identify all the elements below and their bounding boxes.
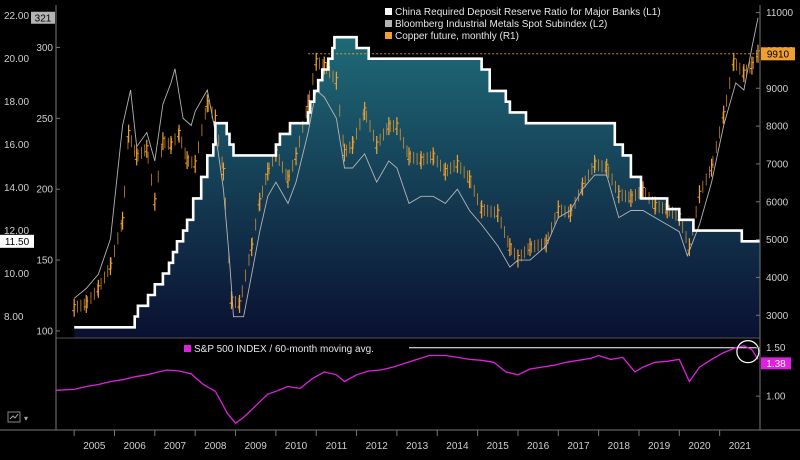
top-legend: China Required Deposit Reserve Ratio for… — [385, 7, 661, 42]
l2-tick-label: 100 — [36, 326, 53, 337]
legend-label-metals: Bloomberg Industrial Metals Spot Subinde… — [395, 19, 607, 30]
x-tick-label: 2013 — [406, 441, 429, 452]
x-tick-label: 2007 — [164, 441, 187, 452]
r1-tick-label: 3000 — [766, 311, 789, 322]
sp500-tick-label: 1.00 — [766, 392, 786, 403]
l1-tick-label: 22.00 — [4, 11, 29, 22]
metals-series-line — [73, 17, 759, 318]
x-tick-label: 2016 — [527, 441, 550, 452]
l1-tick-label: 12.00 — [4, 226, 29, 237]
sp500-tick-label: 1.50 — [766, 343, 786, 354]
x-tick-label: 2008 — [204, 441, 227, 452]
sp500-last-value: 1.38 — [766, 359, 786, 370]
l2-tick-label: 150 — [36, 256, 53, 267]
l1-last-value-tag: 11.50 — [0, 234, 34, 248]
legend-swatch-metals — [385, 20, 392, 27]
x-tick-label: 2015 — [487, 441, 510, 452]
l1-tick-label: 14.00 — [4, 183, 29, 194]
x-tick-label: 2018 — [608, 441, 631, 452]
x-tick-label: 2006 — [124, 441, 147, 452]
legend-label-copper: Copper future, monthly (R1) — [395, 31, 519, 42]
r1-tick-label: 11000 — [766, 8, 794, 19]
l2-axis: 100 150 200 250 300 — [36, 43, 60, 337]
legend-swatch-copper — [385, 32, 392, 39]
l2-last-value-tag: 321 — [31, 11, 55, 24]
l2-tick-label: 250 — [36, 114, 53, 125]
sp500-ratio-line — [55, 345, 759, 425]
reserve-ratio-area — [74, 37, 760, 338]
l2-last-value: 321 — [35, 13, 52, 24]
r1-last-value: 9910 — [767, 49, 790, 60]
l1-tick-label: 10.00 — [4, 269, 29, 280]
x-tick-label: 2020 — [688, 441, 711, 452]
r1-tick-label: 8000 — [766, 122, 789, 133]
svg-text:▾: ▾ — [24, 414, 28, 423]
x-tick-label: 2019 — [648, 441, 671, 452]
legend-label-sp500: S&P 500 INDEX / 60-month moving avg. — [194, 344, 374, 355]
x-axis: 2005 2006 2007 2008 2009 2010 2011 2012 2013 2014… — [73, 430, 752, 452]
top-panel — [56, 17, 760, 339]
x-tick-label: 2021 — [729, 441, 752, 452]
l2-tick-label: 200 — [36, 185, 53, 196]
r1-last-value-tag: 9910 — [761, 47, 795, 61]
reserve-ratio-line — [74, 35, 760, 329]
r1-tick-label: 5000 — [766, 235, 789, 246]
legend-swatch-reserve — [385, 8, 392, 15]
r1-tick-label: 6000 — [766, 197, 789, 208]
r1-tick-label: 4000 — [766, 273, 789, 284]
x-tick-label: 2012 — [366, 441, 389, 452]
x-tick-label: 2017 — [567, 441, 590, 452]
l1-last-value: 11.50 — [5, 237, 30, 248]
l2-tick-label: 300 — [36, 43, 53, 54]
l1-tick-label: 16.00 — [4, 140, 29, 151]
sp500-last-value-tag: 1.38 — [761, 357, 791, 370]
bottom-panel: 1.00 1.50 1.38 S&P 500 INDEX / 60-month m… — [7, 340, 791, 425]
sp500-axis: 1.00 1.50 — [756, 343, 786, 403]
x-tick-label: 2014 — [446, 441, 469, 452]
chart-type-icon[interactable]: ▾ — [7, 411, 28, 423]
l1-tick-label: 18.00 — [4, 97, 29, 108]
x-tick-label: 2010 — [285, 441, 308, 452]
x-tick-label: 2005 — [83, 441, 106, 452]
x-tick-label: 2011 — [326, 441, 348, 452]
l1-tick-label: 8.00 — [4, 312, 24, 323]
legend-swatch-sp500 — [184, 345, 191, 352]
r1-tick-label: 9000 — [766, 84, 789, 95]
x-tick-label: 2009 — [245, 441, 268, 452]
l1-tick-label: 20.00 — [4, 54, 29, 65]
sp500-highlight-circle — [736, 340, 760, 364]
legend-label-reserve: China Required Deposit Reserve Ratio for… — [395, 7, 661, 18]
r1-tick-label: 7000 — [766, 159, 789, 170]
l1-axis: 8.00 10.00 12.00 14.00 16.00 18.00 20.00 22.00 — [4, 11, 29, 323]
